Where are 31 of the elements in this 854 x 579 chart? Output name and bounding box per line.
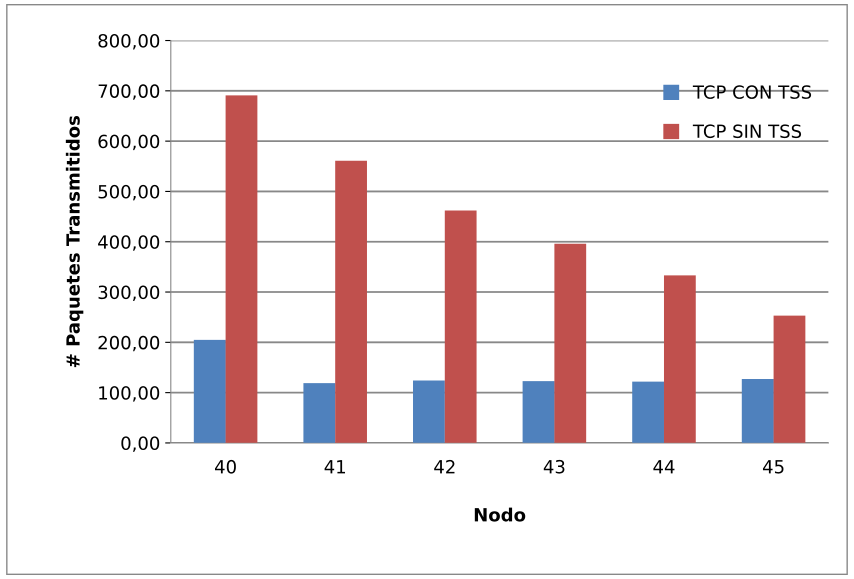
bar [522, 381, 554, 443]
x-tick-label: 42 [434, 460, 454, 474]
x-tick-label: 45 [762, 460, 784, 474]
bar [444, 210, 477, 443]
bar [742, 379, 774, 443]
bar [774, 316, 806, 443]
x-axis-title: Nodo [474, 508, 526, 522]
bar [664, 275, 696, 443]
y-tick-label: 500,00 [98, 184, 160, 200]
bar [303, 383, 336, 443]
bar [554, 244, 586, 443]
x-tick-label: 43 [544, 460, 564, 474]
y-tick-label: 700,00 [98, 84, 160, 100]
y-tick-label: 800,00 [98, 34, 160, 50]
bar [226, 95, 258, 443]
x-tick-label: 44 [653, 460, 674, 474]
legend-label: TCP SIN TSS [692, 124, 802, 138]
y-tick-label: 300,00 [98, 285, 160, 301]
bar [632, 382, 664, 443]
y-tick-label: 0,00 [121, 436, 160, 452]
y-tick-label: 200,00 [98, 336, 160, 352]
x-tick-label: 41 [324, 460, 346, 474]
bar [413, 380, 445, 443]
y-tick-label: 400,00 [98, 235, 160, 251]
y-tick-label: 100,00 [99, 386, 160, 402]
x-tick-label: 40 [214, 460, 236, 474]
bar [194, 340, 226, 443]
y-tick-label: 600,00 [98, 134, 160, 150]
bar [335, 160, 367, 443]
legend-label: TCP CON TSS [692, 85, 812, 99]
y-axis-title: # Paquetes Transmitidos [66, 116, 84, 368]
